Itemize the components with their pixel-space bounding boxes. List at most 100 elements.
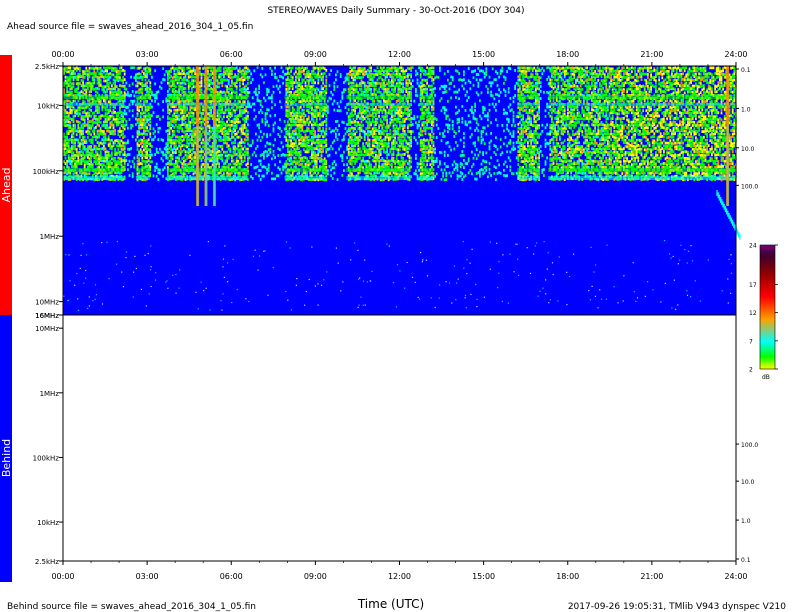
spectrogram-cell: [376, 70, 379, 74]
spectrogram-cell: [119, 70, 121, 73]
spectrogram-cell: [186, 138, 188, 142]
spectrogram-cell: [123, 84, 126, 88]
spectrogram-cell: [383, 159, 385, 163]
spectrogram-cell: [389, 67, 392, 71]
spectrogram-cell: [400, 105, 403, 109]
spectrogram-cell: [67, 114, 70, 118]
spectrogram-cell: [186, 145, 188, 149]
spectrogram-cell: [234, 129, 236, 133]
spectrogram-cell: [259, 100, 262, 103]
spectrogram-cell: [392, 118, 395, 122]
spectrogram-cell: [179, 171, 182, 174]
spectrogram-cell: [269, 147, 272, 151]
spectrogram-cell: [272, 123, 275, 127]
spectrogram-cell: [323, 171, 326, 175]
spectrogram-cell: [114, 118, 116, 122]
spectrogram-cell: [79, 153, 81, 157]
spectrogram-cell: [267, 148, 270, 152]
spectrogram-cell: [74, 129, 76, 133]
spectrogram-cell: [375, 145, 377, 149]
spectrogram-cell: [248, 144, 251, 147]
spectrogram-cell: [75, 138, 78, 142]
spectrogram-cell: [347, 141, 350, 145]
spectrogram-cell: [194, 127, 196, 130]
spectrogram-cell: [199, 150, 201, 154]
spectrogram-cell: [378, 171, 380, 175]
spectrogram-cell: [304, 120, 307, 124]
spectrogram-cell: [365, 159, 368, 163]
spectrogram-cell: [371, 127, 374, 131]
spectrogram-cell: [394, 123, 396, 127]
spectrogram-cell: [64, 151, 67, 155]
spectrogram-cell: [191, 100, 193, 103]
spectrogram-cell: [258, 169, 260, 172]
spectrogram-cell: [312, 159, 315, 163]
spectrogram-cell: [184, 105, 187, 109]
spectrogram-cell: [151, 105, 153, 109]
spectrogram-cell: [306, 78, 308, 82]
spectrogram-cell: [333, 85, 336, 88]
spectrogram-cell: [357, 154, 360, 157]
spectrogram-cell: [175, 171, 177, 175]
spectrogram-cell: [128, 153, 131, 156]
spectrogram-cell: [311, 81, 313, 85]
spectrogram-cell: [139, 123, 142, 126]
spectrogram-cell: [311, 156, 313, 160]
spectrogram-cell: [303, 78, 305, 82]
spectrogram-cell: [333, 108, 336, 112]
spectrogram-cell: [216, 136, 219, 139]
spectrogram-cell: [322, 171, 324, 174]
spectrogram-cell: [106, 112, 108, 116]
spectrogram-cell: [181, 135, 184, 138]
spectrogram-cell: [399, 117, 401, 121]
spectrogram-cell: [227, 87, 230, 91]
spectrogram-cell: [319, 147, 321, 151]
spectrogram-cell: [157, 151, 160, 154]
spectrogram-cell: [103, 130, 105, 133]
spectrogram-cell: [144, 121, 147, 125]
spectrogram-cell: [266, 120, 268, 124]
spectrogram-cell: [131, 114, 134, 118]
spectrogram-cell: [168, 70, 171, 73]
spectrogram-cell: [237, 78, 240, 82]
spectrogram-cell: [360, 136, 363, 139]
spectrogram-cell: [119, 66, 121, 70]
spectrogram-cell: [95, 121, 97, 125]
spectrogram-cell: [223, 150, 225, 154]
spectrogram-cell: [138, 144, 140, 147]
spectrogram-cell: [199, 130, 201, 134]
spectrogram-cell: [71, 165, 73, 168]
spectrogram-cell: [370, 123, 372, 127]
spectrogram-cell: [298, 120, 300, 124]
spectrogram-cell: [360, 117, 363, 121]
spectrogram-cell: [306, 70, 308, 74]
spectrogram-cell: [200, 141, 203, 145]
spectrogram-cell: [245, 117, 248, 121]
spectrogram-cell: [146, 153, 148, 156]
spectrogram-cell: [184, 117, 187, 120]
spectrogram-cell: [296, 126, 299, 130]
spectrogram-cell: [67, 145, 70, 148]
spectrogram-cell: [69, 76, 72, 79]
spectrogram-cell: [157, 138, 160, 141]
spectrogram-cell: [386, 66, 388, 70]
spectrogram-cell: [256, 93, 259, 97]
spectrogram-cell: [349, 91, 352, 94]
spectrogram-cell: [77, 174, 80, 178]
spectrogram-cell: [79, 69, 81, 72]
spectrogram-cell: [194, 153, 196, 157]
spectrogram-cell: [87, 73, 89, 77]
spectrogram-cell: [189, 156, 192, 159]
spectrogram-cell: [307, 108, 310, 112]
spectrogram-cell: [93, 78, 96, 82]
spectrogram-cell: [184, 121, 187, 124]
spectrogram-cell: [173, 118, 176, 121]
spectrogram-cell: [312, 120, 315, 123]
spectrogram-cell: [77, 154, 80, 157]
spectrogram-cell: [117, 111, 120, 115]
spectrogram-cell: [144, 141, 147, 145]
spectrogram-cell: [96, 132, 99, 136]
spectrogram-cell: [218, 117, 220, 121]
spectrogram-cell: [290, 156, 292, 160]
spectrogram-cell: [69, 162, 72, 165]
